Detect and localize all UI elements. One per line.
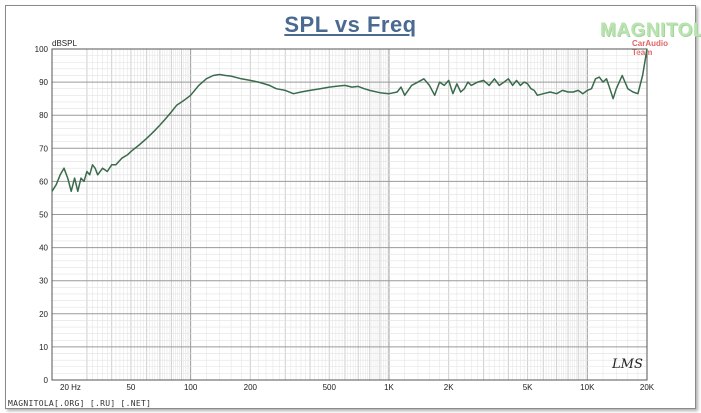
plot-area-border [51,48,648,381]
footer-text: MAGNITOLA[.ORG] [.RU] [.NET] [8,399,152,408]
x-tick-label: 20K [640,383,655,392]
x-tick-label: 500 [323,383,337,392]
y-tick-label: 40 [39,244,48,253]
spl-response-curve [51,48,648,193]
y-tick-labels: 0 10 20 30 40 50 60 70 80 90 100 [35,45,49,385]
y-tick-label: 80 [39,111,48,120]
y-tick-label: 50 [39,211,48,220]
brand-logo-text: MAGNITOLA [600,20,701,41]
x-tick-label: 20 Hz [60,383,81,392]
series-layer [51,48,648,193]
x-tick-label: 10K [580,383,595,392]
y-tick-label: 90 [39,78,48,87]
x-tick-label: 100 [184,383,198,392]
chart-title: SPL vs Freq [284,12,417,37]
x-tick-label: 5K [523,383,533,392]
brand-logo: MAGNITOLA CarAudio Team [600,20,701,57]
x-tick-label: 200 [244,383,258,392]
y-tick-label: 20 [39,310,48,319]
x-tick-label: 50 [126,383,135,392]
y-tick-label: 10 [39,343,48,352]
y-tick-label: 30 [39,277,48,286]
x-tick-label: 1K [384,383,394,392]
y-tick-label: 0 [44,376,49,385]
grid-lines [52,49,647,380]
y-tick-label: 100 [35,45,49,54]
brand-logo-subtitle: CarAudio Team [632,39,668,57]
x-tick-labels: 20 Hz 50 100 200 500 1K 2K 5K 10K 20K [60,383,655,392]
lms-signature: LMS [612,357,643,372]
y-tick-label: 60 [39,177,48,186]
y-tick-label: 70 [39,144,48,153]
x-tick-label: 2K [444,383,454,392]
y-axis-label: dBSPL [52,39,77,48]
